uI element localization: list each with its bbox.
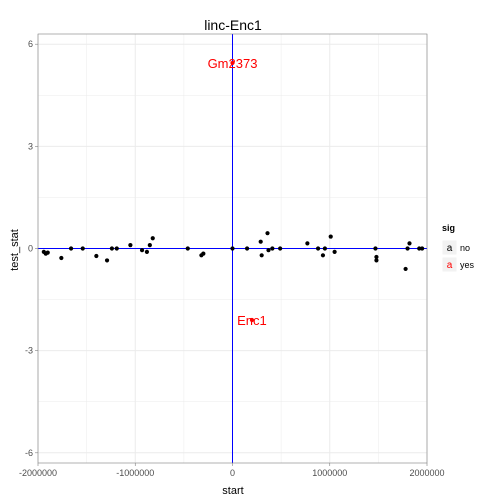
data-point-no — [322, 246, 327, 251]
y-tick-label: -6 — [25, 448, 33, 458]
data-point-no — [185, 246, 190, 251]
y-tick-label: -3 — [25, 346, 33, 356]
data-point-no — [403, 266, 408, 272]
data-point-no — [244, 246, 250, 251]
data-point-no — [147, 242, 152, 248]
x-axis: -2000000 -1000000 0 1000000 2000000 — [19, 463, 445, 478]
data-point-no — [407, 241, 412, 246]
x-tick-label: 2000000 — [409, 468, 444, 478]
data-point-no — [109, 246, 115, 251]
data-point-no — [258, 239, 263, 244]
y-tick-label: 0 — [28, 244, 33, 254]
data-point-yes — [230, 60, 235, 66]
data-point-no — [230, 246, 235, 251]
data-point-no — [139, 248, 145, 253]
legend-label-no: no — [460, 243, 470, 253]
data-point-no — [259, 253, 264, 258]
data-point-no — [328, 234, 333, 239]
data-point-no — [374, 254, 379, 260]
data-point-no — [373, 246, 378, 251]
legend-key-glyph: a — [447, 260, 453, 271]
x-axis-title: start — [222, 485, 243, 497]
legend-key-box — [441, 256, 458, 273]
data-point-no — [59, 255, 64, 261]
data-point-no — [94, 253, 99, 259]
data-point-no — [305, 241, 310, 246]
y-axis: -6 -3 0 3 6 — [25, 39, 38, 458]
x-tick-label: -1000000 — [116, 468, 154, 478]
data-point-no — [128, 242, 133, 248]
data-points — [41, 60, 425, 323]
data-point-no — [144, 249, 150, 255]
legend: sig a noa yes — [441, 223, 475, 273]
data-point-no — [270, 246, 275, 251]
data-point-no — [150, 236, 155, 241]
x-tick-label: 0 — [230, 468, 235, 478]
data-point-no — [420, 246, 425, 251]
y-axis-title: test_stat — [9, 229, 21, 271]
data-point-no — [417, 246, 422, 251]
data-point-no — [114, 246, 119, 251]
data-point-no — [266, 248, 271, 253]
data-point-no — [45, 250, 50, 255]
plot-panel: Gm2373 Enc1 — [37, 33, 428, 464]
x-tick-label: -2000000 — [19, 468, 57, 478]
point-annotations: Gm2373 Enc1 — [208, 56, 267, 328]
data-point-no — [320, 253, 326, 258]
legend-items: a noa yes — [441, 239, 475, 273]
data-point-no — [315, 246, 321, 251]
data-point-no — [405, 246, 410, 251]
legend-label-yes: yes — [460, 260, 475, 270]
legend-key-box — [441, 239, 458, 256]
data-point-no — [201, 251, 206, 256]
data-point-no — [278, 246, 283, 251]
data-point-no — [265, 231, 270, 236]
point-annotation: Gm2373 — [208, 56, 258, 71]
data-point-no — [104, 258, 110, 263]
x-tick-label: 1000000 — [312, 468, 347, 478]
legend-key-glyph: a — [447, 243, 453, 254]
y-tick-label: 3 — [28, 141, 33, 151]
legend-title: sig — [442, 223, 455, 233]
data-point-no — [68, 246, 74, 251]
data-point-no — [374, 258, 379, 263]
data-point-no — [80, 246, 85, 251]
chart-title: linc-Enc1 — [204, 17, 262, 33]
data-point-yes — [249, 317, 255, 323]
y-tick-label: 6 — [28, 39, 33, 49]
data-point-no — [332, 249, 337, 255]
point-annotation: Enc1 — [237, 313, 267, 328]
